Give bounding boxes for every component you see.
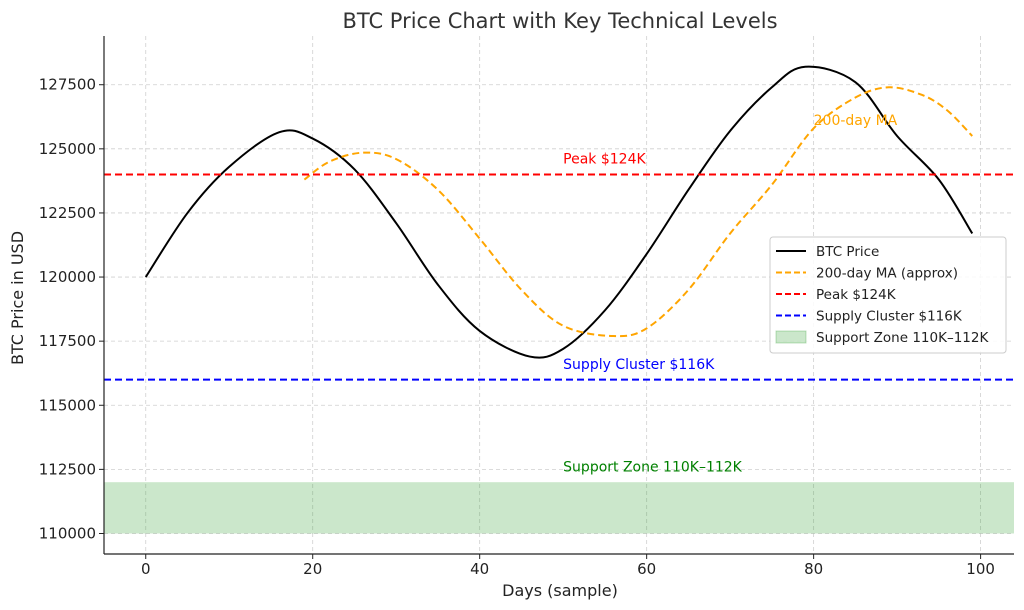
support-zone xyxy=(104,482,1014,534)
legend-swatch xyxy=(775,330,807,344)
y-tick-label: 110000 xyxy=(39,524,96,542)
y-tick-label: 117500 xyxy=(39,332,96,350)
y-tick-label: 112500 xyxy=(39,460,96,478)
ma-line xyxy=(303,86,973,338)
legend-label: Peak $124K xyxy=(816,287,897,303)
y-tick-label: 125000 xyxy=(39,140,96,158)
legend-label: Support Zone 110K–112K xyxy=(816,330,989,346)
legend: BTC Price 200-day MA (approx) Peak $124K Su… xyxy=(769,236,1007,354)
legend-label: Supply Cluster $116K xyxy=(816,309,963,325)
chart-title: BTC Price Chart with Key Technical Level… xyxy=(342,9,777,33)
y-axis-label: BTC Price in USD xyxy=(8,231,27,365)
series xyxy=(144,65,974,359)
annotation-label: Peak $124K xyxy=(563,152,646,168)
annotation-label: 200-day MA xyxy=(814,113,898,129)
legend-box xyxy=(769,236,1007,354)
x-axis-label: Days (sample) xyxy=(502,581,618,600)
annotation-label: Supply Cluster $116K xyxy=(563,357,715,373)
legend-label: 200-day MA (approx) xyxy=(816,266,958,282)
btc-price-line xyxy=(144,65,974,359)
legend-label: BTC Price xyxy=(816,244,879,260)
annotations: Peak $124K Supply Cluster $116K Support Zo… xyxy=(563,113,898,475)
y-tick-label: 127500 xyxy=(39,76,96,94)
x-tick-label: 40 xyxy=(470,560,489,578)
x-tick-label: 60 xyxy=(637,560,656,578)
zones xyxy=(104,482,1014,534)
y-tick-label: 120000 xyxy=(39,268,96,286)
levels xyxy=(104,173,1014,381)
grid xyxy=(104,36,1014,554)
annotation-label: Support Zone 110K–112K xyxy=(563,459,743,475)
x-tick-label: 80 xyxy=(804,560,823,578)
axes: 0 20 40 60 80 100 110000 112500 115000 117500 1200… xyxy=(39,36,1014,578)
y-tick-label: 122500 xyxy=(39,204,96,222)
x-tick-label: 0 xyxy=(141,560,151,578)
x-tick-label: 20 xyxy=(303,560,322,578)
y-tick-label: 115000 xyxy=(39,396,96,414)
x-tick-label: 100 xyxy=(966,560,995,578)
